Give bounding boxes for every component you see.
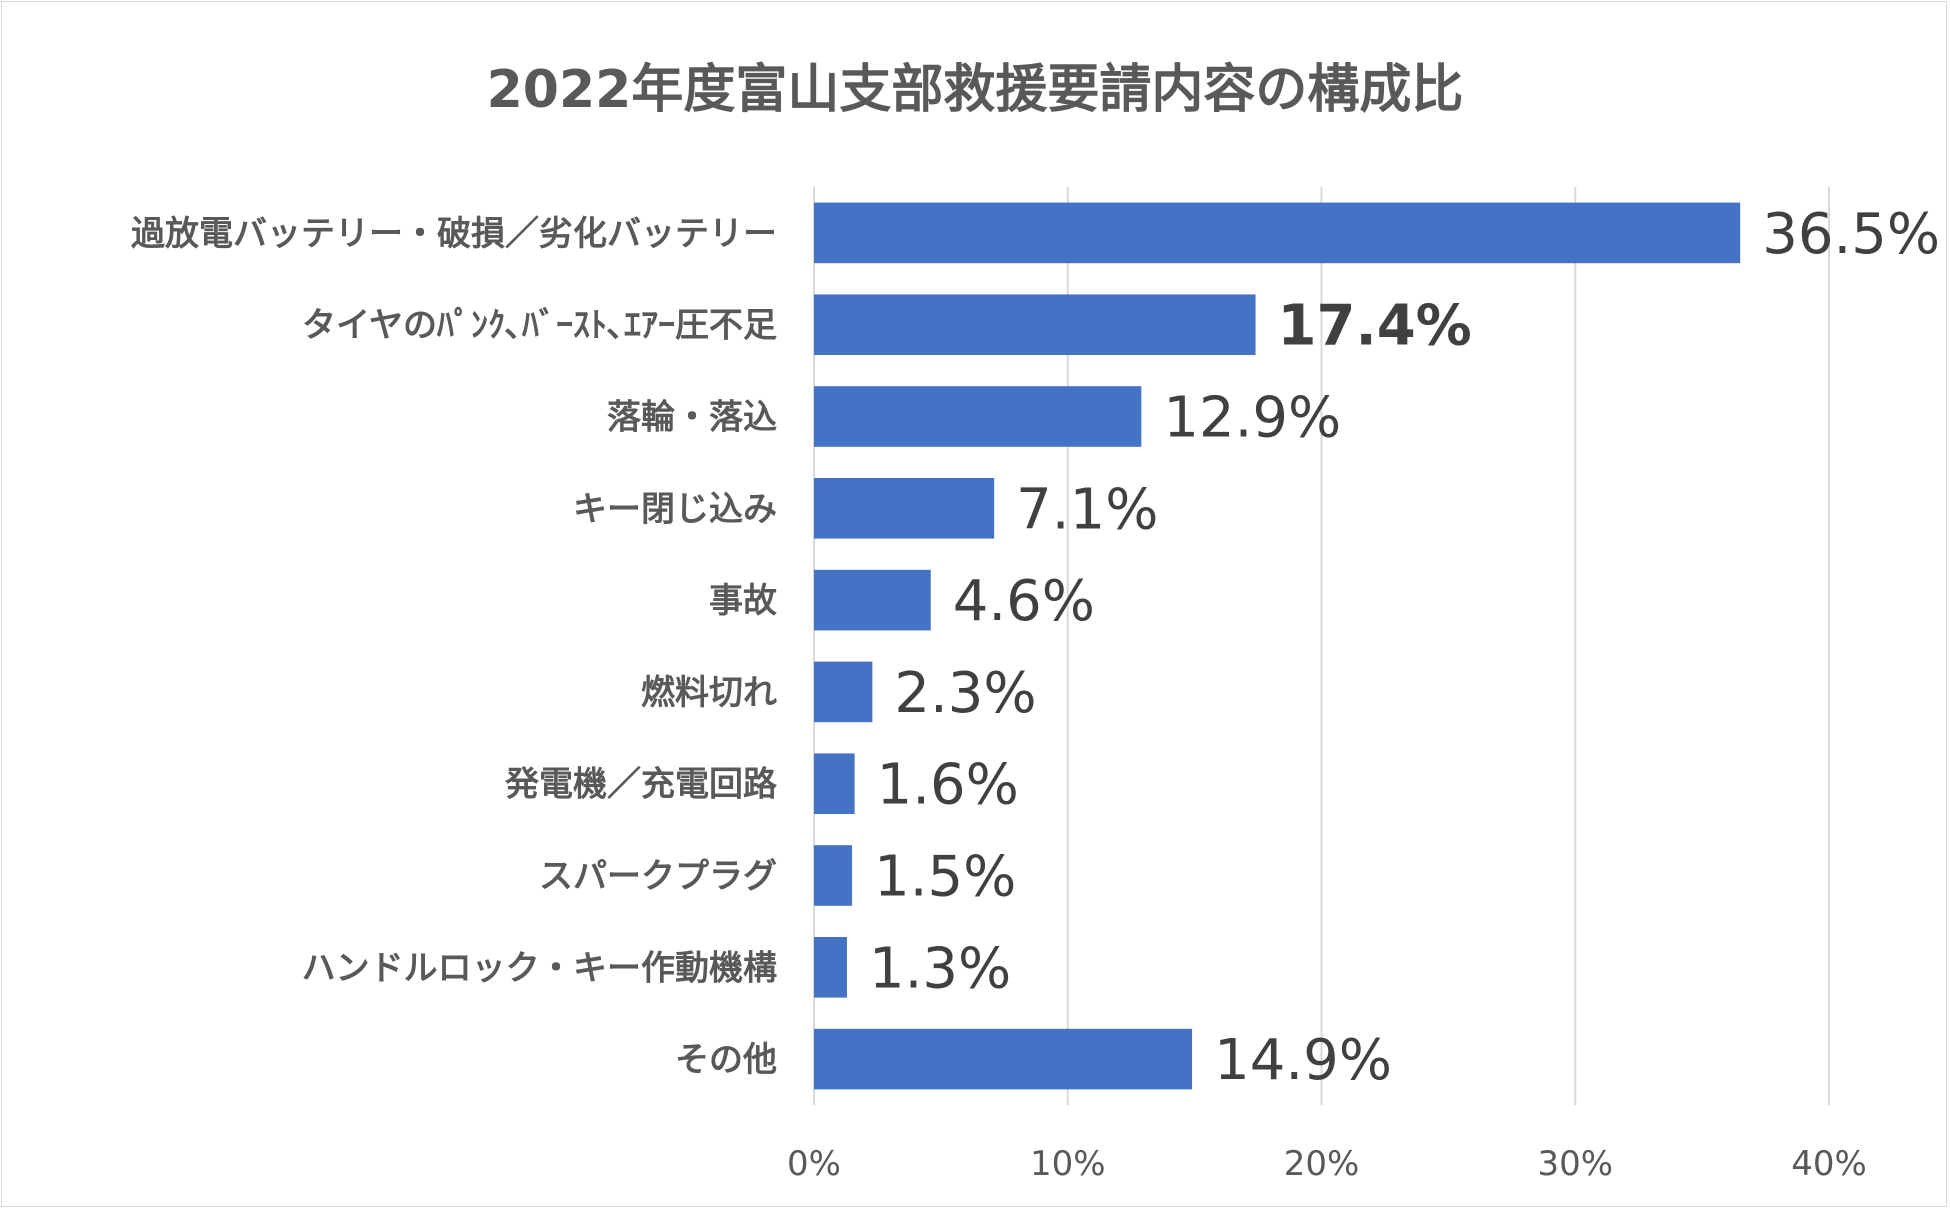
x-tick-label: 0% bbox=[787, 1144, 841, 1184]
bars bbox=[814, 202, 1741, 1090]
bar bbox=[814, 753, 855, 814]
x-axis-ticks: 0% 10% 20% 30% 40% bbox=[787, 1144, 1867, 1184]
data-label: 2.3% bbox=[894, 661, 1036, 726]
category-label: 落輪・落込 bbox=[607, 398, 777, 438]
chart-title: 2022年度富山支部救援要請内容の構成比 bbox=[487, 60, 1464, 120]
bar bbox=[814, 845, 853, 906]
x-tick-label: 10% bbox=[1030, 1144, 1106, 1184]
category-label: スパークプラグ bbox=[539, 857, 777, 897]
category-label: 発電機／充電回路 bbox=[505, 765, 778, 805]
data-label: 1.5% bbox=[874, 845, 1016, 910]
data-label: 1.3% bbox=[869, 936, 1011, 1001]
x-tick-label: 40% bbox=[1791, 1144, 1867, 1184]
bar bbox=[814, 386, 1142, 447]
data-label: 14.9% bbox=[1214, 1028, 1392, 1093]
category-label: 過放電バッテリー・破損／劣化バッテリー bbox=[131, 214, 777, 254]
category-labels: 過放電バッテリー・破損／劣化バッテリータイヤのﾊﾟﾝｸ､ﾊﾞｰｽﾄ､ｴｱｰ圧不足… bbox=[131, 214, 778, 1080]
category-label: 事故 bbox=[709, 581, 777, 621]
value-labels: 36.5% 17.4% 12.9%7.1% 4.6% 2.3% 1.6% 1.5% 1.3% 1… bbox=[869, 202, 1940, 1093]
x-tick-label: 20% bbox=[1284, 1144, 1360, 1184]
data-label: 7.1% bbox=[1016, 477, 1158, 542]
category-label: 燃料切れ bbox=[641, 673, 777, 713]
bar bbox=[814, 294, 1256, 355]
category-label: ハンドルロック・キー作動機構 bbox=[302, 948, 777, 988]
data-label: 36.5% bbox=[1762, 202, 1940, 267]
bar bbox=[814, 937, 847, 998]
bar bbox=[814, 478, 995, 539]
bar bbox=[814, 569, 931, 631]
data-label: 17.4% bbox=[1278, 294, 1472, 359]
data-label: 1.6% bbox=[877, 753, 1019, 818]
bar bbox=[814, 1028, 1193, 1090]
category-label: タイヤのﾊﾟﾝｸ､ﾊﾞｰｽﾄ､ｴｱｰ圧不足 bbox=[302, 306, 777, 346]
category-label: キー閉じ込み bbox=[573, 489, 777, 529]
bar bbox=[814, 661, 873, 723]
category-label: その他 bbox=[675, 1040, 777, 1080]
bar bbox=[814, 202, 1741, 264]
data-label: 12.9% bbox=[1163, 386, 1341, 451]
x-tick-label: 30% bbox=[1537, 1144, 1613, 1184]
data-label: 4.6% bbox=[953, 569, 1095, 634]
